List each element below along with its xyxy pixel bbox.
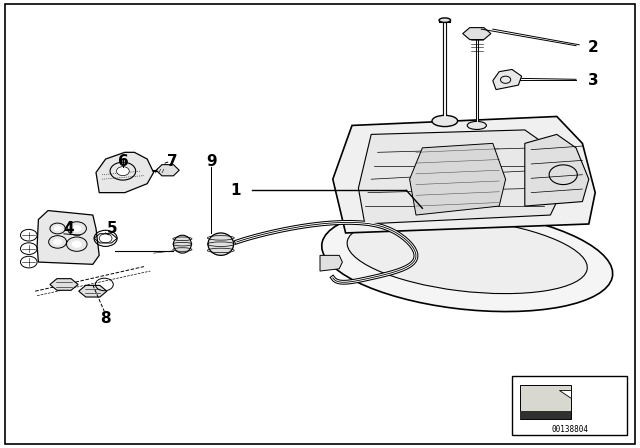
Text: 4: 4 [64,221,74,236]
Text: 6: 6 [118,154,129,169]
Text: 2: 2 [588,39,598,55]
Ellipse shape [432,116,458,127]
Polygon shape [79,285,107,297]
Text: 9: 9 [206,154,216,169]
Bar [520,411,571,419]
Text: 00138804: 00138804 [551,425,588,434]
Text: 5: 5 [107,221,117,236]
Circle shape [54,226,61,231]
Bar [512,376,627,435]
Polygon shape [320,255,342,271]
Circle shape [72,225,82,232]
Polygon shape [156,165,179,176]
Polygon shape [96,152,154,193]
Ellipse shape [173,235,191,253]
Text: 7: 7 [168,154,178,169]
Ellipse shape [322,208,612,311]
Polygon shape [358,130,563,224]
Bar [520,385,571,419]
Polygon shape [37,211,99,264]
Ellipse shape [467,121,486,129]
Polygon shape [410,143,506,215]
Polygon shape [463,28,491,39]
Text: 1: 1 [230,183,241,198]
Circle shape [99,234,112,243]
Polygon shape [559,390,571,398]
Circle shape [53,239,62,245]
Ellipse shape [208,233,234,255]
Text: 3: 3 [588,73,598,88]
Polygon shape [493,69,522,90]
Circle shape [72,241,82,248]
Circle shape [116,167,129,176]
Polygon shape [525,134,589,206]
Ellipse shape [439,18,451,22]
Ellipse shape [347,217,588,293]
Polygon shape [333,116,595,233]
Text: 8: 8 [100,310,111,326]
Polygon shape [50,279,78,290]
